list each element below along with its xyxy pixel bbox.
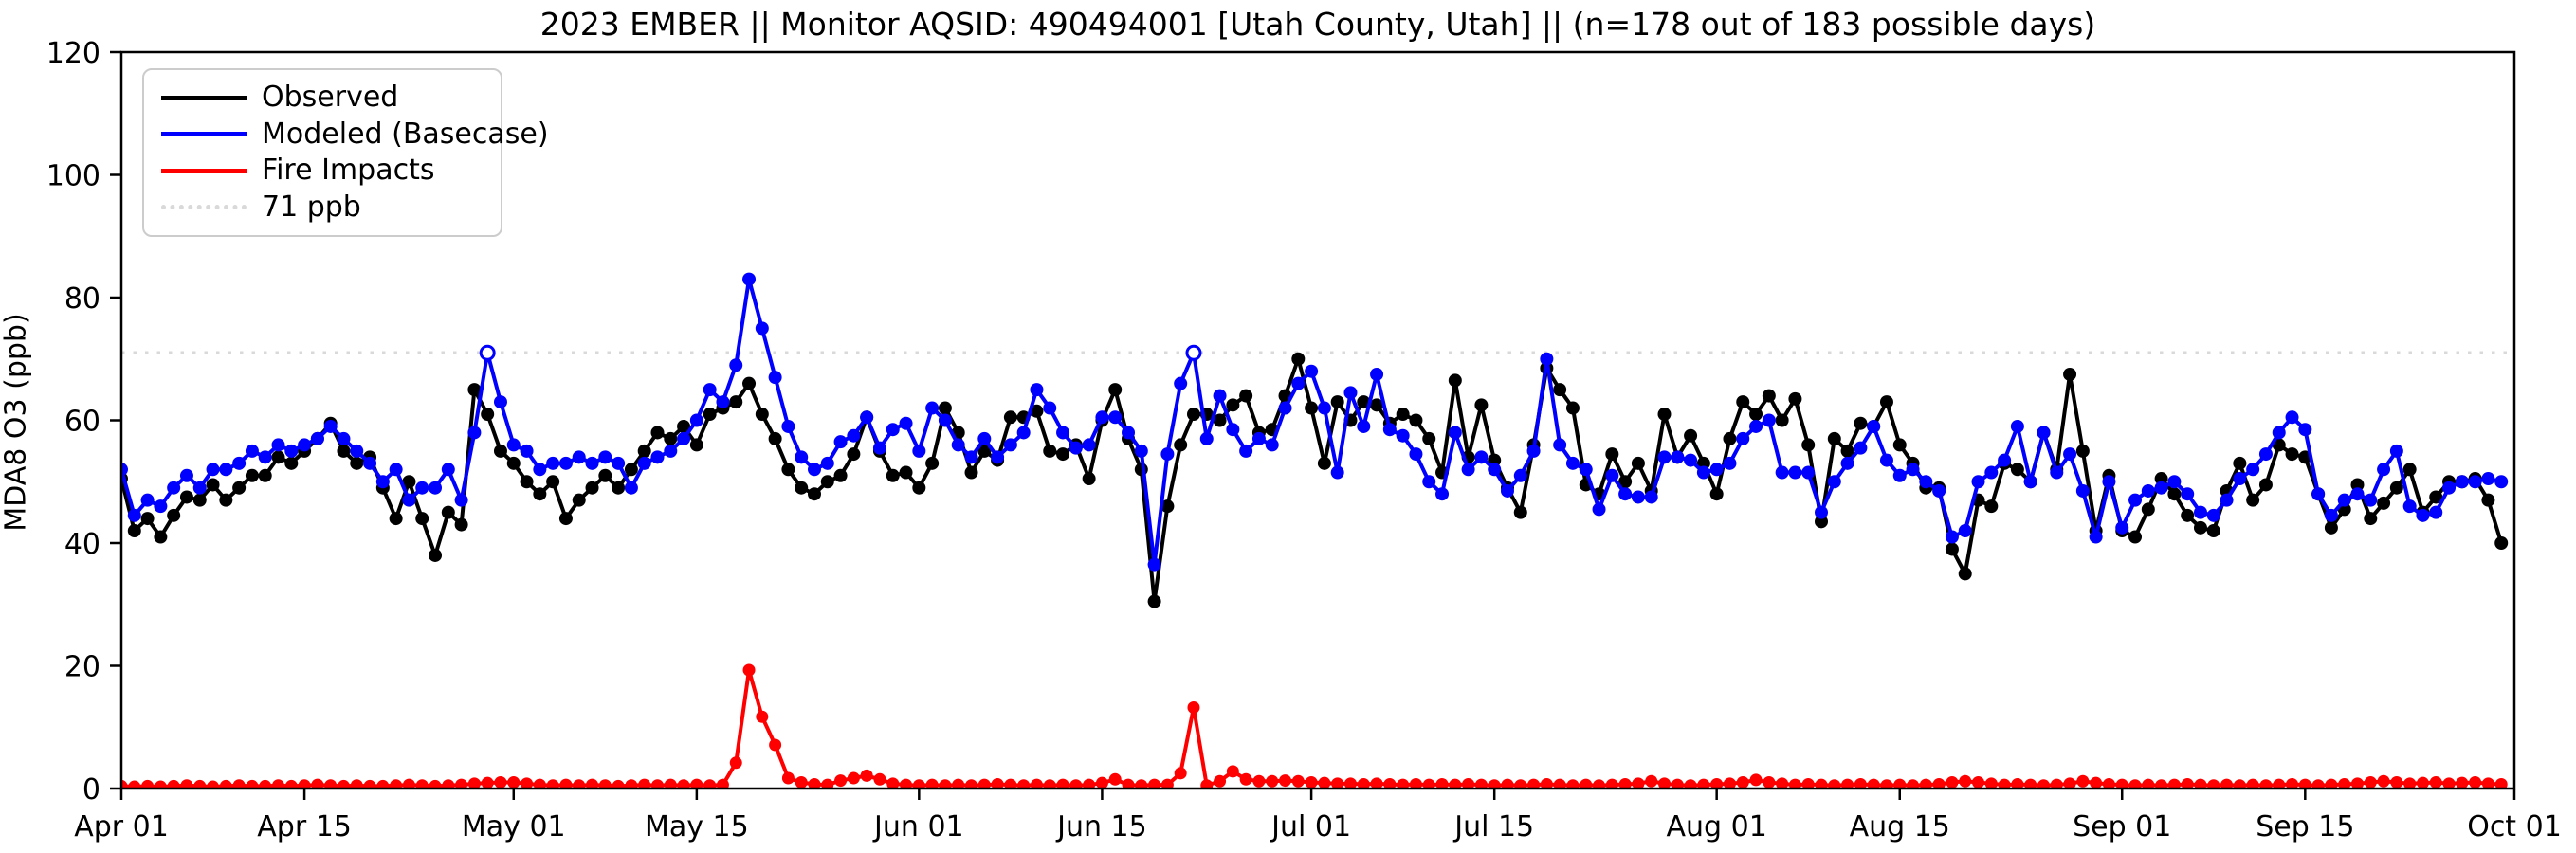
svg-text:Sep 15: Sep 15: [2256, 810, 2354, 844]
series-modeled-basecase-: [121, 272, 2509, 572]
svg-text:May 15: May 15: [645, 810, 749, 844]
legend-item-modeled-basecase-: Modeled (Basecase): [161, 118, 549, 152]
svg-text:Jul 15: Jul 15: [1452, 810, 1534, 844]
svg-text:Sep 01: Sep 01: [2073, 810, 2171, 844]
svg-text:Jun 15: Jun 15: [1055, 810, 1147, 844]
svg-text:Jul 01: Jul 01: [1270, 810, 1351, 844]
svg-text:Jun 01: Jun 01: [872, 810, 964, 844]
legend-line-swatch: [161, 168, 247, 173]
svg-text:120: 120: [46, 37, 100, 70]
legend-line-swatch: [161, 95, 247, 100]
x-axis-ticks: Apr 01 Apr 15 May 01 May 15 Jun 01 Jun 15 Jul …: [74, 789, 2562, 844]
legend-label: Fire Impacts: [262, 154, 435, 188]
legend-item-observed: Observed: [161, 81, 501, 115]
y-axis-ticks: 0 20 40 60 80 100 120: [46, 37, 121, 807]
svg-text:Aug 01: Aug 01: [1667, 810, 1767, 844]
svg-text:May 01: May 01: [462, 810, 566, 844]
chart-title: 2023 EMBER || Monitor AQSID: 490494001 […: [539, 6, 2096, 43]
legend-label: Modeled (Basecase): [262, 117, 549, 151]
svg-text:Apr 01: Apr 01: [74, 810, 169, 844]
legend-line-swatch: [161, 205, 247, 210]
svg-text:100: 100: [46, 160, 100, 193]
svg-text:0: 0: [82, 773, 100, 807]
svg-text:40: 40: [64, 528, 100, 561]
svg-text:Aug 15: Aug 15: [1850, 810, 1950, 844]
legend-item-fire-impacts: Fire Impacts: [161, 154, 501, 188]
legend-box: Observed Modeled (Basecase) Fire Impacts 71…: [142, 68, 549, 237]
svg-text:20: 20: [64, 651, 100, 684]
legend-label: Observed: [262, 81, 399, 115]
series-fire-impacts: [121, 663, 2508, 789]
svg-text:80: 80: [64, 282, 100, 316]
legend-item-71-ppb: 71 ppb: [161, 191, 501, 225]
svg-text:Oct 01: Oct 01: [2467, 810, 2562, 844]
legend-label: 71 ppb: [262, 190, 361, 224]
svg-text:60: 60: [64, 406, 100, 439]
legend-line-swatch: [161, 132, 247, 137]
svg-text:Apr 15: Apr 15: [257, 810, 352, 844]
series-observed: [121, 352, 2509, 608]
